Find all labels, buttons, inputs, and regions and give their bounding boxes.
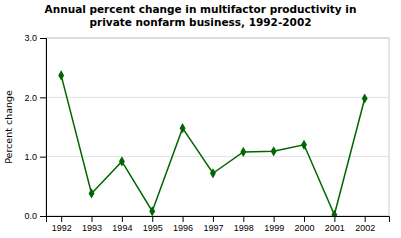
grid [46,38,389,216]
chart: Annual percent change in multifactor pro… [0,0,401,238]
marker [180,123,186,133]
marker [149,206,155,216]
x-tick-mark [122,216,123,222]
marker [119,156,125,166]
x-tick-mark [243,216,244,222]
y-axis-title: Percent change [3,90,14,164]
y-tick-label: 3.0 [24,33,37,43]
grid-line [46,156,389,157]
x-tick: 1993 [82,216,102,233]
x-tick-label: 1996 [173,223,193,233]
x-tick: 1996 [173,216,193,233]
y-tick-mark [40,157,46,158]
title: Annual percent change in multifactor pro… [45,3,357,15]
x-tick: 1997 [203,216,223,233]
x-tick-label: 2000 [294,223,314,233]
x-tick: 1999 [264,216,284,233]
y-axis: 0.0 1.0 2.0 3.0 [24,33,46,221]
x-tick-mark [61,216,62,222]
y-tick-mark [40,97,46,98]
y-tick-mark [40,216,46,217]
y-tick: 3.0 [24,33,46,43]
y-tick: 0.0 [24,211,46,221]
line [61,75,365,214]
x-tick-label: 2001 [325,223,345,233]
x-tick-label: 1998 [234,223,254,233]
x-tick-label: 1994 [112,223,132,233]
marker [362,93,368,103]
x-tick: 1998 [234,216,254,233]
x-tick-label: 1993 [82,223,102,233]
x-tick-label: 1995 [143,223,163,233]
x-tick-mark [365,216,366,222]
plot: 1992 1993 1994 1995 1996 1997 1998 1999 2000 2001… [24,33,389,233]
marker [89,188,95,198]
y-tick: 2.0 [24,93,46,103]
y-tick-label: 0.0 [24,211,37,221]
plot-frame [46,38,389,216]
x-tick-label: 1999 [264,223,284,233]
marker [331,210,337,216]
marker [240,147,246,157]
x-tick: 2001 [325,216,345,233]
marker [271,146,277,156]
x-tick: 1995 [143,216,163,233]
series [58,70,367,216]
subtitle: private nonfarm business, 1992-2002 [90,16,312,28]
y-tick-mark [40,38,46,39]
x-tick-mark [334,216,335,222]
x-tick: 1994 [112,216,132,233]
x-tick: 2000 [294,216,314,233]
y-tick-label: 2.0 [24,93,37,103]
x-axis: 1992 1993 1994 1995 1996 1997 1998 1999 2000 2001… [47,216,390,233]
y-axis-line [40,39,47,217]
x-tick-mark [274,216,275,222]
x-tick: 1992 [52,216,72,233]
x-axis-line [47,217,390,223]
x-tick-label: 2002 [355,223,375,233]
x-tick-mark [152,216,153,222]
grid-line [46,97,389,98]
x-tick: 2002 [355,216,375,233]
marker [210,168,216,178]
x-tick-mark [304,216,305,222]
y-tick-label: 1.0 [24,152,37,162]
x-tick-mark [183,216,184,222]
marker [301,140,307,150]
x-tick-label: 1992 [52,223,72,233]
x-tick-label: 1997 [203,223,223,233]
marker [58,70,64,80]
y-tick: 1.0 [24,152,46,162]
x-tick-mark [213,216,214,222]
x-tick-mark [92,216,93,222]
